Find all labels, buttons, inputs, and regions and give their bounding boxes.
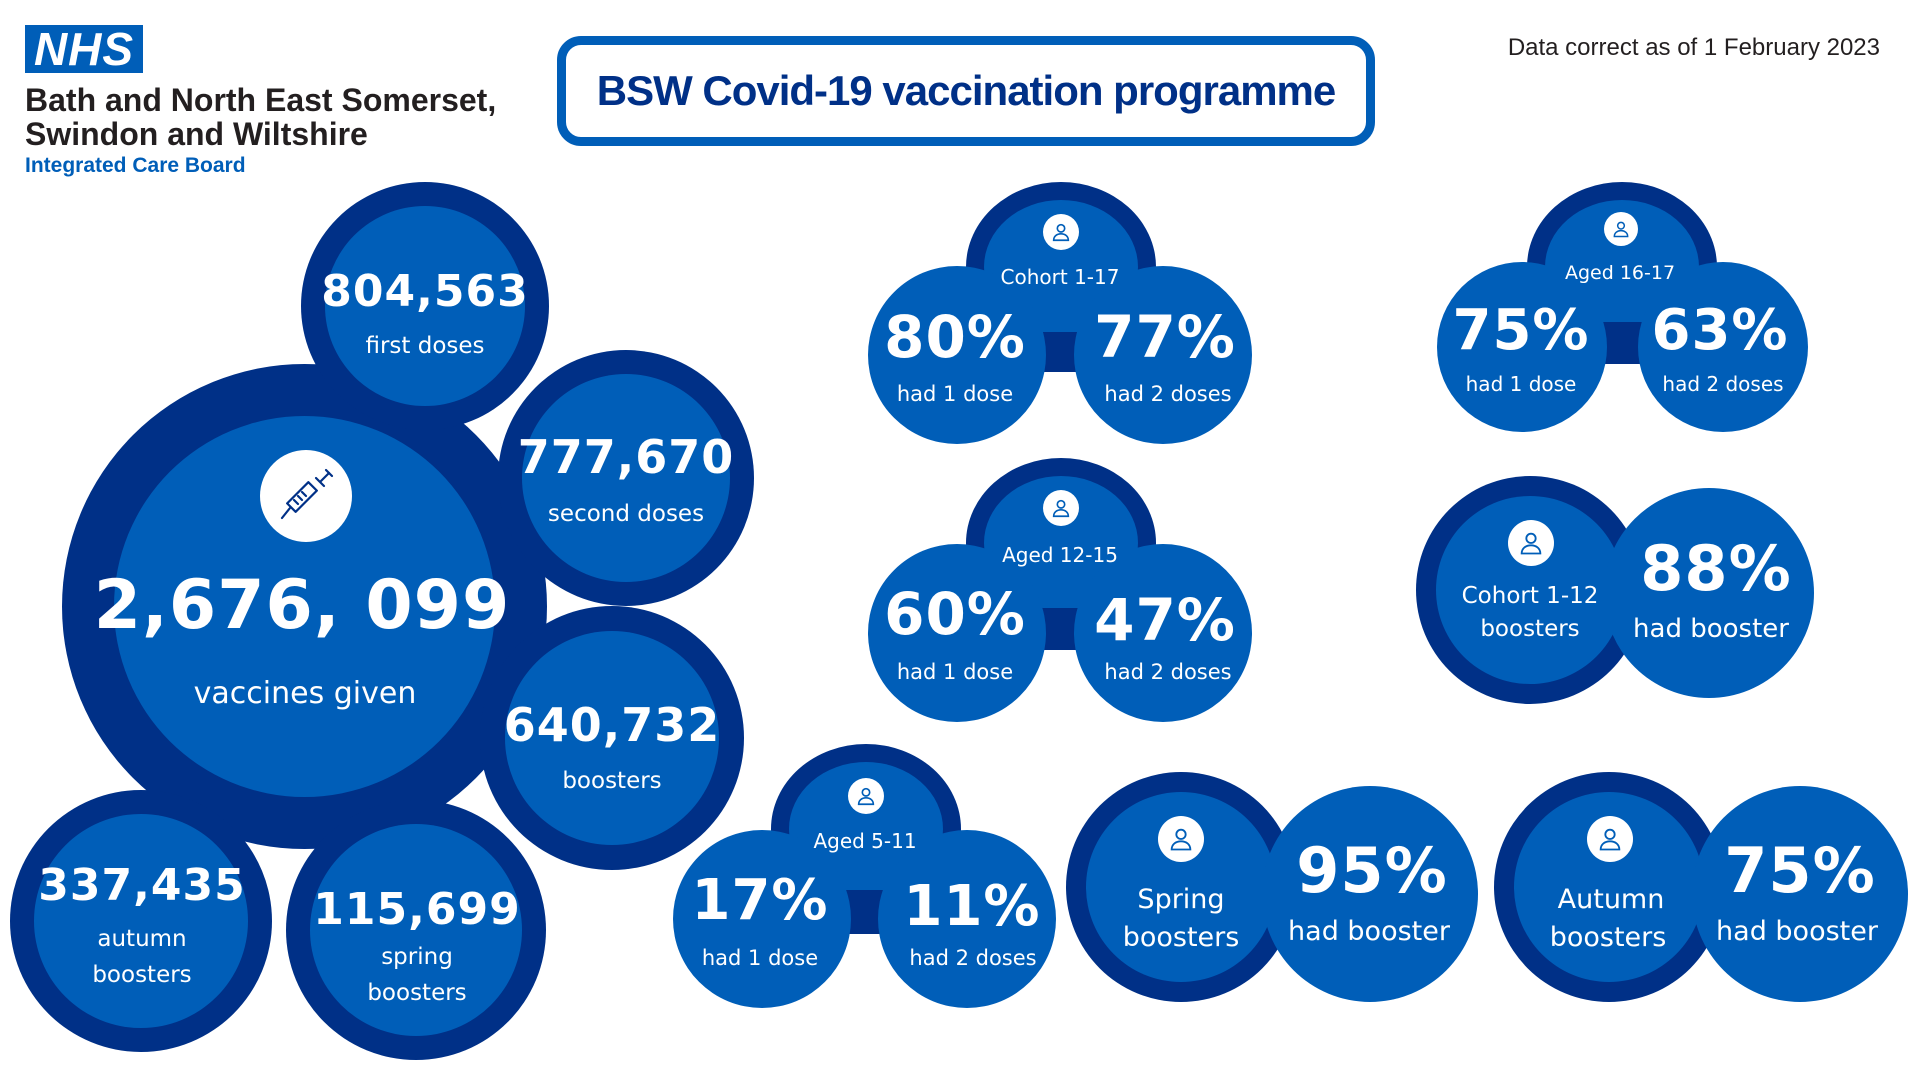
autumn-boosters-label-1: autumn (97, 926, 187, 952)
main-total-value: 2,676, 099 (93, 566, 511, 645)
cohort-1-17-dose1-label: had 1 dose (896, 382, 1014, 406)
page-title: BSW Covid-19 vaccination programme (557, 36, 1375, 146)
autumn-boosters-value: 337,435 (38, 860, 246, 911)
boosters-label: boosters (562, 768, 662, 794)
person-icon (1043, 214, 1079, 250)
first-doses-value: 804,563 (321, 266, 529, 317)
cohort-1-17-dose2-pct: 77% (1094, 303, 1236, 371)
aged-16-17-dose1-pct: 75% (1452, 298, 1590, 363)
aged-5-11-dose1-pct: 17% (691, 868, 829, 933)
autumn-name-1: Autumn (1557, 884, 1665, 915)
aged-16-17-dose2-circle (1638, 262, 1808, 432)
person-icon (848, 778, 884, 814)
cohort-1-12-pct-circle (1604, 488, 1814, 698)
boosters-circle (505, 631, 719, 845)
aged-5-11-dose1-circle (673, 830, 851, 1008)
aged-16-17-dose2-pct: 63% (1651, 298, 1789, 363)
second-doses-value: 777,670 (517, 430, 735, 484)
cohort-1-12-pct: 88% (1640, 532, 1792, 605)
person-icon (1158, 816, 1204, 862)
aged-5-11-dose2-label: had 2 doses (909, 946, 1037, 970)
spring-pct-label: had booster (1288, 916, 1450, 947)
aged-16-17-dose1-label: had 1 dose (1465, 372, 1577, 396)
first-doses-label: first doses (365, 333, 485, 359)
spring-name-1: Spring (1137, 884, 1225, 915)
autumn-pct-circle (1692, 786, 1908, 1002)
aged-16-17-name: Aged 16-17 (1564, 262, 1676, 284)
spring-boosters-label-2: boosters (367, 980, 467, 1006)
person-icon (1508, 520, 1554, 566)
aged-12-15-dose1-circle (868, 544, 1046, 722)
aged-5-11-dose2-circle (878, 830, 1056, 1008)
spring-pct-circle (1262, 786, 1478, 1002)
aged-5-11-dose2-pct: 11% (903, 874, 1041, 939)
spring-boosters-label-1: spring (381, 944, 453, 970)
aged-5-11-name: Aged 5-11 (813, 829, 917, 853)
aged-12-15-dose1-label: had 1 dose (896, 660, 1014, 684)
spring-pct: 95% (1296, 834, 1448, 907)
aged-16-17-dose1-circle (1437, 262, 1607, 432)
person-icon (1043, 490, 1079, 526)
data-date-note: Data correct as of 1 February 2023 (1507, 34, 1880, 61)
second-doses-label: second doses (547, 501, 705, 527)
spring-boosters-value: 115,699 (313, 884, 521, 935)
org-subtitle: Integrated Care Board (25, 154, 246, 177)
org-name-line1: Bath and North East Somerset, (25, 82, 497, 118)
cohort-1-12-name-2: boosters (1480, 616, 1580, 642)
autumn-pct-label: had booster (1716, 916, 1878, 947)
cohort-1-17-name: Cohort 1-17 (1000, 265, 1120, 289)
boosters-value: 640,732 (503, 698, 721, 752)
aged-12-15-dose1-pct: 60% (884, 580, 1026, 648)
cohort-1-17-dose2-circle (1074, 266, 1252, 444)
autumn-name-2: boosters (1549, 922, 1667, 953)
second-doses-circle (522, 374, 730, 582)
cohort-1-12-name-1: Cohort 1-12 (1461, 583, 1599, 609)
cohort-1-17-dose1-pct: 80% (884, 303, 1026, 371)
aged-12-15-dose2-circle (1074, 544, 1252, 722)
cohort-1-12-pct-label: had booster (1633, 614, 1789, 644)
aged-12-15-dose2-pct: 47% (1094, 586, 1236, 654)
spring-name-2: boosters (1122, 922, 1240, 953)
aged-12-15-dose2-label: had 2 doses (1104, 660, 1232, 684)
syringe-icon (260, 450, 352, 542)
aged-16-17-dose2-label: had 2 doses (1662, 372, 1784, 396)
aged-12-15-name: Aged 12-15 (1002, 543, 1118, 567)
org-name-line2: Swindon and Wiltshire (25, 116, 368, 152)
nhs-logo: NHS (25, 23, 143, 75)
person-icon (1604, 212, 1638, 246)
autumn-pct: 75% (1724, 834, 1876, 907)
autumn-boosters-circle (34, 814, 248, 1028)
person-icon (1587, 816, 1633, 862)
cohort-1-17-dose1-circle (868, 266, 1046, 444)
spring-boosters-circle (310, 824, 522, 1036)
aged-5-11-dose1-label: had 1 dose (701, 946, 819, 970)
first-doses-circle (325, 206, 525, 406)
autumn-boosters-label-2: boosters (92, 962, 192, 988)
main-total-label: vaccines given (193, 676, 417, 711)
cohort-1-17-dose2-label: had 2 doses (1104, 382, 1232, 406)
